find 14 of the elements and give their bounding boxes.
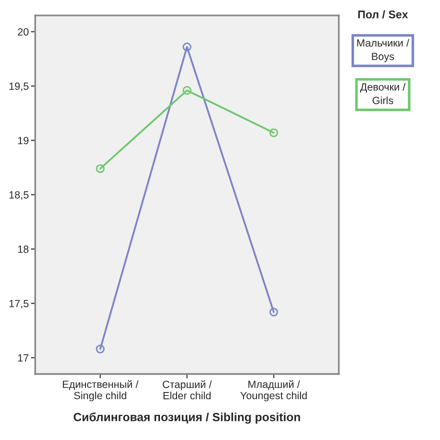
y-tick-label: 19,5 bbox=[9, 82, 29, 92]
text: Мальчики / Boys bbox=[357, 39, 410, 62]
y-tick-label: 18 bbox=[18, 246, 28, 253]
y-tick-label: 17,5 bbox=[9, 300, 29, 308]
y-tick-label: 19 bbox=[18, 136, 28, 144]
x-tick-label: Единственный / Single child bbox=[62, 380, 138, 402]
legend-title: Пол / Sex bbox=[358, 10, 408, 18]
x-tick-label: Старший / Elder child bbox=[162, 380, 212, 400]
x-tick-label: Младший / Youngest child bbox=[240, 380, 307, 402]
text: Девочки / Girls bbox=[360, 83, 406, 104]
y-tick-label: 17 bbox=[18, 354, 28, 362]
x-axis-title: Сиблинговая позиция / Sibling position bbox=[74, 412, 300, 424]
y-tick-label: 18,5 bbox=[9, 191, 29, 200]
y-tick-label: 20 bbox=[18, 28, 29, 36]
